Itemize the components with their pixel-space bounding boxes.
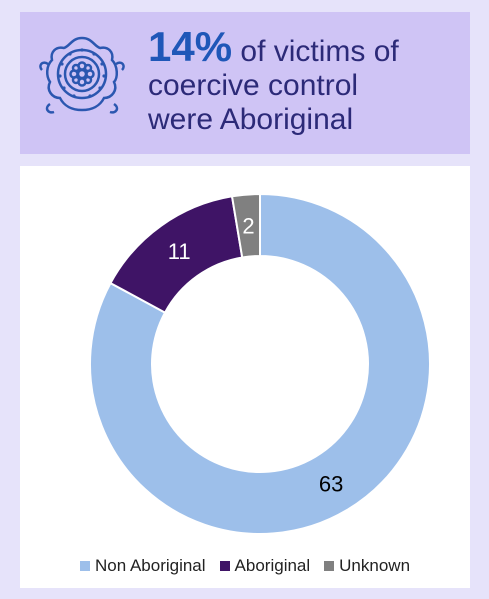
legend-item: Unknown [324,556,410,576]
aboriginal-dot-art-icon [39,36,125,114]
stat-text-line1: of victims of [240,35,399,68]
headline-stat: 14% of victims of coercive control were … [148,26,468,137]
donut-chart: 63 11 2 [89,192,431,535]
chart-legend: Non Aboriginal Aboriginal Unknown [20,556,470,576]
legend-label: Aboriginal [234,556,311,575]
legend-swatch [324,561,335,571]
legend-label: Unknown [339,556,411,575]
stat-text-line3: were Aboriginal [148,103,354,136]
legend-swatch [79,561,90,571]
legend-item: Aboriginal [219,556,311,576]
chart-card: 63 11 2 Non Aboriginal Aboriginal Unknown [20,166,470,588]
stat-text-line2: coercive control [148,69,359,102]
slice-value-label: 2 [242,213,254,238]
donut-slice-non-aboriginal [89,192,431,535]
stat-header: 14% of victims of coercive control were … [20,12,470,154]
legend-item: Non Aboriginal [79,556,206,576]
percent-value: 14% [148,23,233,70]
slice-value-label: 11 [168,239,191,264]
legend-label: Non Aboriginal [94,556,206,575]
legend-swatch [219,561,230,571]
donut-slice-unknown [230,192,261,259]
slice-value-label: 63 [319,471,343,496]
